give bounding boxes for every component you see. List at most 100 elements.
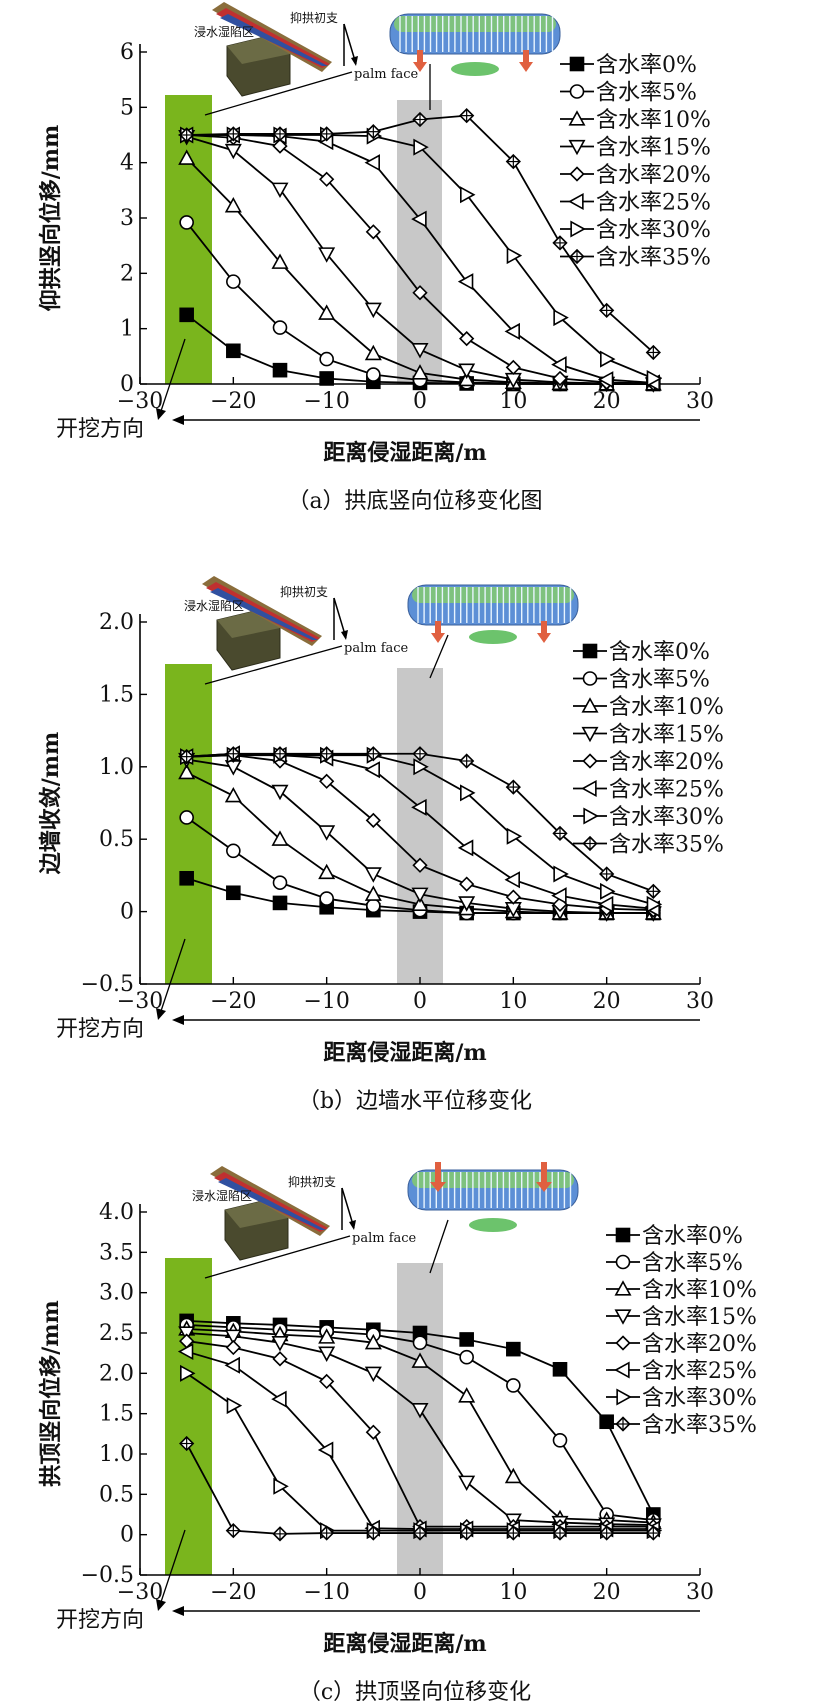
data-point	[645, 344, 661, 361]
x-tick-label: 10	[499, 989, 527, 1014]
series-7	[179, 1435, 661, 1542]
legend-marker	[568, 192, 584, 211]
legend-label: 含水率25%	[642, 1359, 757, 1384]
data-point	[319, 891, 334, 906]
direction-arrowhead	[172, 1606, 184, 1616]
x-tick-label: −30	[117, 389, 163, 414]
legend-marker	[569, 56, 585, 72]
data-point	[599, 1414, 614, 1430]
data-point	[412, 746, 428, 762]
data-point	[366, 898, 381, 914]
data-point	[411, 364, 429, 380]
legend-marker	[568, 110, 586, 126]
data-point	[458, 363, 476, 379]
data-point	[646, 895, 663, 913]
data-point	[460, 186, 476, 204]
load-arrow	[519, 50, 533, 72]
data-point	[505, 1525, 521, 1541]
data-point	[365, 1525, 381, 1541]
data-point	[225, 1523, 241, 1539]
data-point	[364, 867, 382, 883]
data-point	[506, 1378, 521, 1393]
legend-marker	[570, 220, 586, 238]
data-point	[179, 127, 195, 143]
data-point	[459, 1525, 475, 1541]
data-point	[318, 825, 336, 841]
legend-label: 含水率0%	[596, 53, 697, 78]
data-point	[411, 895, 429, 912]
data-point	[180, 1364, 196, 1382]
x-tick-label: −30	[117, 1580, 163, 1605]
y-tick-label: 1.0	[99, 1442, 134, 1467]
inset-label-wet-zone: 浸水湿陷区	[194, 24, 254, 39]
data-point	[411, 1352, 429, 1368]
data-point	[600, 350, 616, 368]
data-point	[319, 773, 335, 789]
legend-marker	[582, 835, 598, 852]
wet-zone-bar	[397, 668, 443, 984]
tube-pointer-line	[429, 634, 449, 679]
x-tick-label: 10	[499, 1580, 527, 1605]
x-tick-label: 30	[686, 389, 714, 414]
x-tick-label: −10	[303, 389, 349, 414]
data-point	[458, 896, 476, 912]
legend-label: 含水率15%	[642, 1305, 757, 1330]
data-point	[178, 149, 196, 165]
legend: 含水率0%含水率5%含水率10%含水率15%含水率20%含水率25%含水率30%…	[606, 1224, 757, 1438]
y-tick-label: −0.5	[81, 972, 134, 997]
x-tick-label: 30	[686, 989, 714, 1014]
data-point	[272, 895, 288, 911]
data-point	[177, 1343, 194, 1361]
legend-marker	[616, 1388, 632, 1406]
data-point	[272, 746, 288, 762]
data-point	[179, 749, 195, 765]
y-tick-label: 3	[120, 206, 134, 231]
load-arrow	[413, 50, 427, 72]
data-point	[179, 810, 194, 825]
x-tick-label: −20	[210, 389, 256, 414]
data-point	[458, 1387, 476, 1403]
data-point	[365, 812, 381, 829]
load-arrow	[430, 1162, 446, 1192]
legend-marker	[614, 1280, 632, 1296]
data-point	[412, 857, 428, 873]
legend: 含水率0%含水率5%含水率10%含水率15%含水率20%含水率25%含水率30%…	[560, 53, 711, 271]
x-tick-label: 0	[413, 389, 427, 414]
inset-label-support: 抑拱初支	[290, 10, 338, 25]
data-point	[504, 871, 520, 889]
data-point	[646, 369, 663, 387]
data-point	[318, 247, 336, 263]
y-tick-label: 1.5	[99, 1402, 134, 1427]
data-point	[412, 1335, 428, 1350]
excavation-zone-bar	[165, 95, 212, 384]
zone-pointer-line	[159, 938, 186, 1015]
data-point	[459, 330, 475, 347]
data-point	[458, 1475, 476, 1492]
legend: 含水率0%含水率5%含水率10%含水率15%含水率20%含水率25%含水率30%…	[573, 640, 724, 858]
zone-pointer-line	[159, 338, 186, 415]
x-tick-label: −10	[303, 1580, 349, 1605]
legend-marker	[583, 807, 599, 825]
legend-label: 含水率15%	[609, 723, 724, 748]
legend-marker	[581, 779, 597, 798]
data-point	[318, 1346, 336, 1362]
inset-pointer-line	[204, 645, 343, 685]
y-tick-label: 6	[120, 40, 134, 65]
inset-label-support: 抑拱初支	[280, 584, 328, 599]
legend-marker	[614, 1309, 632, 1325]
legend-label: 含水率20%	[596, 163, 711, 188]
data-point	[364, 1366, 382, 1383]
series-7	[179, 108, 661, 361]
data-point	[365, 224, 381, 240]
x-tick-label: 20	[593, 389, 621, 414]
legend-marker	[582, 753, 598, 769]
tunnel-tube-illustration	[407, 1162, 579, 1232]
data-point	[364, 885, 382, 901]
x-tick-label: −20	[210, 989, 256, 1014]
direction-label: 开挖方向	[56, 417, 144, 442]
data-point	[271, 1390, 287, 1408]
data-point	[319, 126, 335, 142]
data-point	[551, 887, 567, 905]
